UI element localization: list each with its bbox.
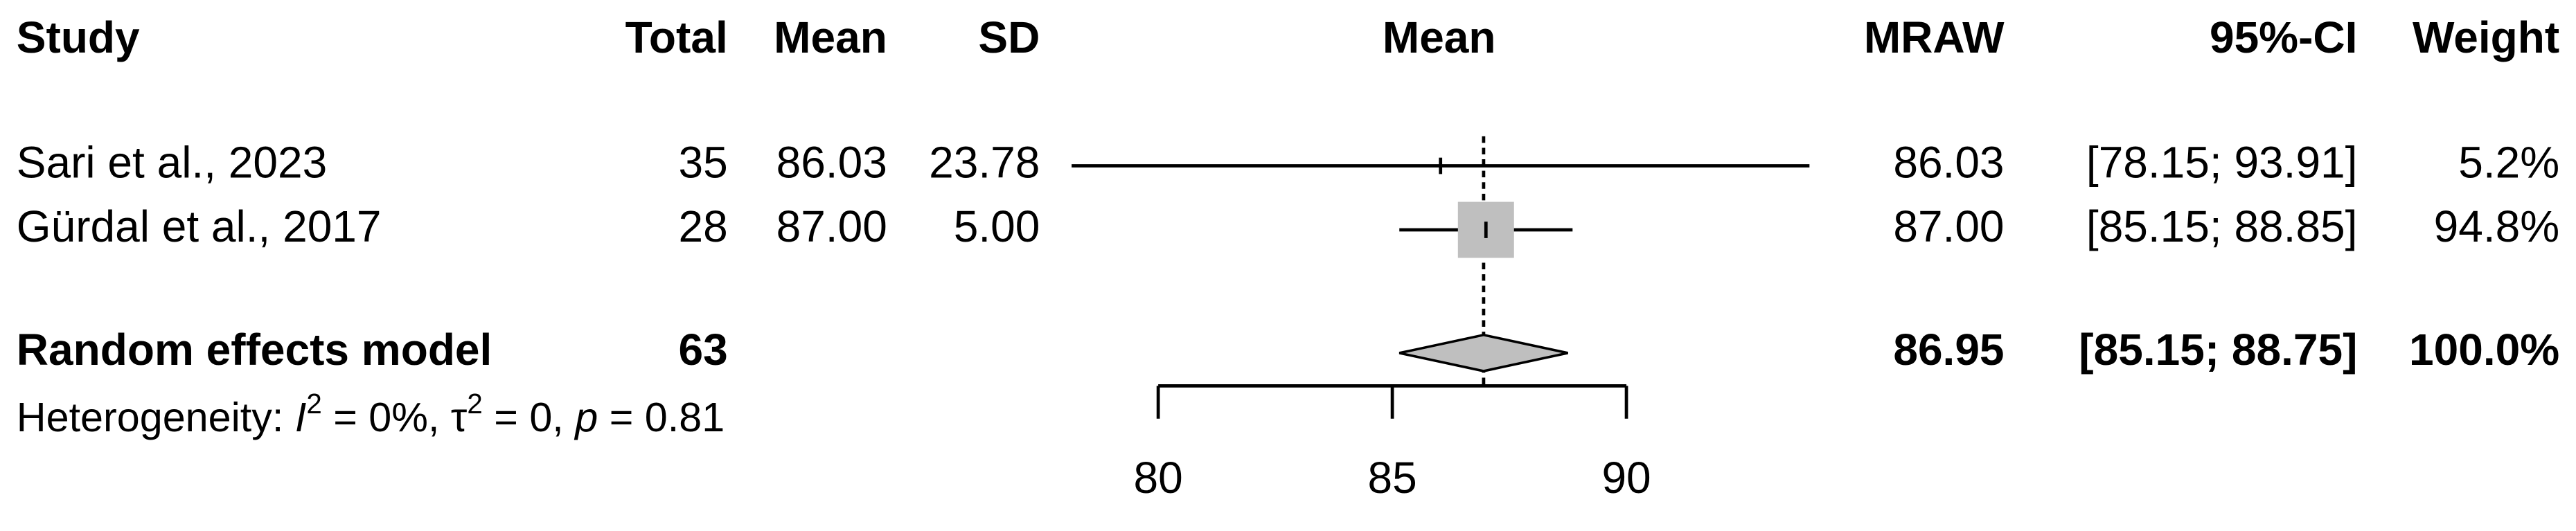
het-text: p [574,394,598,440]
het-text: = 0, [483,394,575,440]
study-mean: 86.03 [776,137,887,187]
study-ci: [78.15; 93.91] [2086,137,2358,187]
header-mean: Mean [774,12,887,62]
pooled-ci: [85.15; 88.75] [2079,325,2357,375]
het-text: τ [451,394,467,440]
pooled-diamond [1398,334,1568,372]
study-sd: 5.00 [954,201,1040,251]
het-text: = 0%, [322,394,451,440]
header-weight: Weight [2413,12,2559,62]
study-name: Gürdal et al., 2017 [17,201,382,251]
study-ci: [85.15; 88.85] [2086,201,2358,251]
het-text: Heterogeneity: [17,394,295,440]
study-weight: 94.8% [2434,201,2560,251]
het-text: = 0.81 [598,394,725,440]
het-text: 2 [306,388,321,419]
header-total: Total [625,12,728,62]
x-tick-label: 90 [1601,453,1651,503]
pooled-total: 63 [679,325,728,375]
study-weight: 5.2% [2458,137,2559,187]
header-sd: SD [978,12,1040,62]
header-effect: Mean [1383,12,1496,62]
x-tick-label: 85 [1367,453,1416,503]
pooled-weight: 100.0% [2409,325,2559,375]
study-mraw: 87.00 [1893,201,2004,251]
header-study: Study [17,12,140,62]
pooled-value: 86.95 [1893,325,2004,375]
het-text: 2 [467,388,482,419]
study-mean: 87.00 [776,201,887,251]
het-text: I [295,394,306,440]
study-total: 28 [679,201,728,251]
header-ci: 95%-CI [2210,12,2357,62]
header-mraw: MRAW [1864,12,2005,62]
study-total: 35 [679,137,728,187]
heterogeneity: Heterogeneity: I2 = 0%, τ2 = 0, p = 0.81 [17,388,725,440]
x-tick-label: 80 [1134,453,1183,503]
pooled-label: Random effects model [17,325,492,375]
study-name: Sari et al., 2023 [17,137,327,187]
study-sd: 23.78 [929,137,1040,187]
study-mraw: 86.03 [1893,137,2004,187]
